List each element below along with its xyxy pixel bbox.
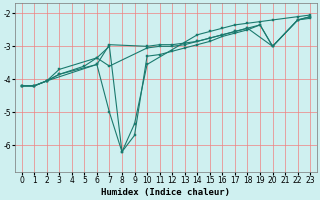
X-axis label: Humidex (Indice chaleur): Humidex (Indice chaleur): [101, 188, 230, 197]
